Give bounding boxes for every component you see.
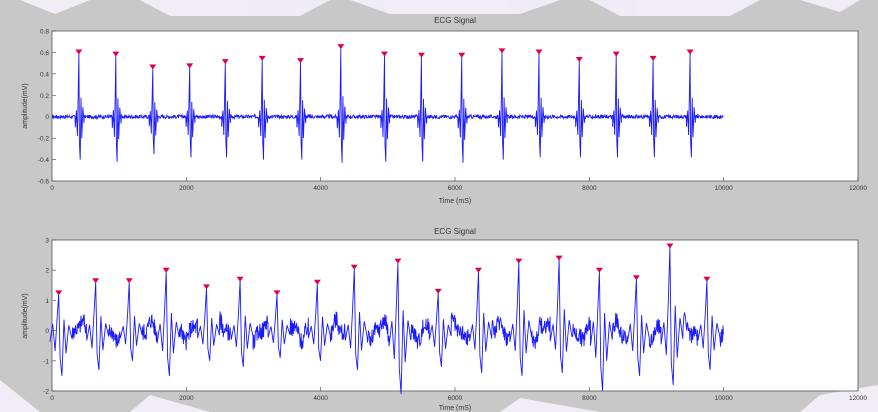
peak-marker [162, 267, 170, 273]
peak-marker [535, 49, 543, 55]
peak-marker [458, 52, 466, 58]
peak-marker [417, 52, 425, 58]
peak-marker [236, 276, 244, 282]
peak-marker [55, 290, 63, 296]
y-tick-label: 0.6 [40, 50, 49, 57]
y-tick-label: -0.4 [38, 157, 50, 164]
x-tick-label: 8000 [582, 185, 597, 192]
axes-background [51, 30, 859, 182]
y-tick-label: 1 [45, 298, 49, 305]
x-tick-label: 0 [50, 395, 54, 402]
peak-marker [555, 255, 563, 261]
peak-markers [55, 243, 711, 296]
x-tick-label: 2000 [179, 395, 194, 402]
peak-marker [703, 276, 711, 282]
y-tick-label: 0.2 [40, 93, 49, 100]
x-axis-ticks: 0 2000 4000 6000 8000 10000 12000 [50, 387, 867, 402]
peak-marker [575, 57, 583, 62]
chart-title: ECG Signal [434, 227, 476, 236]
y-tick-label: -2 [43, 389, 49, 396]
x-tick-label: 6000 [448, 395, 463, 402]
x-axis-label: Time (mS) [439, 405, 471, 412]
ecg-plot-bottom: ECG Signal -2 -1 0 1 2 3 0 2000 4000 6000 8000 100… [22, 227, 867, 412]
y-tick-label: 0.4 [40, 71, 49, 78]
peak-marker [202, 284, 210, 290]
peak-marker [273, 290, 281, 296]
peak-marker [221, 59, 229, 65]
peak-marker [380, 51, 388, 57]
peak-marker [92, 278, 100, 284]
ecg-signal-line [51, 48, 724, 163]
peak-marker [149, 64, 157, 70]
ecg-plot-top: ECG Signal -0.6 -0.4 -0.2 0 0.2 0.4 0.6 0.8 0 20… [22, 16, 867, 205]
x-tick-label: 8000 [582, 395, 597, 402]
peak-marker [612, 51, 620, 57]
x-axis-ticks: 0 2000 4000 6000 8000 10000 12000 [50, 177, 867, 192]
peak-marker [125, 278, 133, 284]
y-tick-label: -0.2 [38, 136, 50, 143]
chart-title: ECG Signal [434, 16, 476, 25]
x-tick-label: 6000 [448, 185, 463, 192]
peak-marker [686, 49, 694, 55]
y-tick-label: 2 [45, 268, 49, 275]
peak-marker [394, 258, 402, 264]
x-tick-label: 4000 [313, 185, 328, 192]
peak-marker [515, 258, 523, 264]
peak-marker [112, 51, 120, 57]
peak-marker [258, 55, 266, 61]
x-tick-label: 0 [50, 185, 54, 192]
peak-marker [75, 49, 83, 55]
y-axis-ticks: -0.6 -0.4 -0.2 0 0.2 0.4 0.6 0.8 [38, 29, 56, 186]
y-tick-label: 0.8 [40, 29, 49, 36]
y-tick-label: -0.6 [38, 179, 50, 186]
peak-marker [337, 44, 345, 50]
y-axis-label: amplitude(mV) [22, 83, 29, 129]
y-axis-ticks: -2 -1 0 1 2 3 [43, 238, 56, 396]
peak-marker [186, 63, 194, 69]
x-tick-label: 10000 [715, 395, 733, 402]
x-tick-label: 12000 [849, 395, 867, 402]
x-tick-label: 2000 [179, 185, 194, 192]
peak-markers [75, 44, 694, 70]
peak-marker [475, 267, 483, 273]
peak-marker [595, 267, 603, 273]
y-tick-label: 3 [45, 238, 49, 245]
peak-marker [434, 288, 442, 294]
peak-marker [498, 48, 506, 54]
peak-marker [649, 55, 657, 61]
y-tick-label: 0 [45, 328, 49, 335]
peak-marker [350, 264, 358, 270]
peak-marker [313, 279, 321, 285]
x-axis-label: Time (mS) [439, 198, 471, 205]
peak-marker [297, 58, 305, 64]
x-tick-label: 12000 [849, 185, 867, 192]
ecg-signal-line [49, 247, 724, 395]
y-tick-label: 0 [45, 114, 49, 121]
x-tick-label: 4000 [313, 395, 328, 402]
x-tick-label: 10000 [715, 185, 733, 192]
y-tick-label: -1 [43, 358, 49, 365]
y-axis-label: amplitude(mV) [22, 293, 29, 339]
peak-marker [632, 275, 640, 281]
peak-marker [666, 243, 674, 249]
